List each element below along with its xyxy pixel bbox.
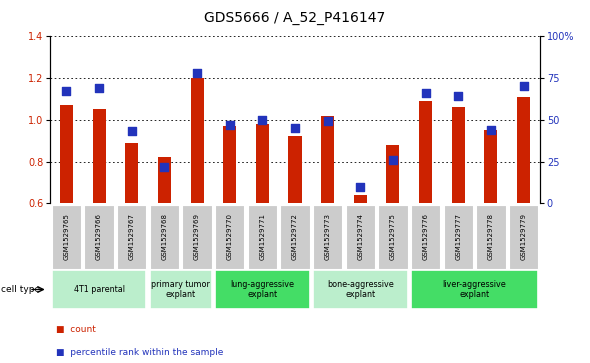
Bar — [182, 205, 212, 269]
Bar — [452, 107, 465, 203]
Text: GSM1529778: GSM1529778 — [488, 213, 494, 260]
Text: GSM1529768: GSM1529768 — [162, 213, 168, 260]
Bar — [256, 124, 269, 203]
Bar — [289, 136, 301, 203]
Point — [486, 127, 496, 133]
Point — [323, 119, 332, 125]
Text: GDS5666 / A_52_P416147: GDS5666 / A_52_P416147 — [204, 11, 386, 25]
Bar — [215, 270, 310, 309]
Bar — [313, 270, 408, 309]
Bar — [52, 205, 81, 269]
Bar — [419, 101, 432, 203]
Text: GSM1529767: GSM1529767 — [129, 213, 135, 260]
Point — [258, 117, 267, 123]
Text: GSM1529773: GSM1529773 — [324, 213, 330, 260]
Text: cell type: cell type — [1, 285, 40, 294]
Bar — [476, 205, 506, 269]
Bar — [354, 195, 367, 203]
Text: GSM1529766: GSM1529766 — [96, 213, 102, 260]
Bar — [509, 205, 538, 269]
Text: GSM1529765: GSM1529765 — [64, 213, 70, 260]
Bar — [52, 270, 146, 309]
Bar — [223, 126, 236, 203]
Point — [160, 164, 169, 170]
Bar — [117, 205, 146, 269]
Bar — [411, 270, 538, 309]
Bar — [313, 205, 342, 269]
Bar — [125, 143, 138, 203]
Bar — [150, 270, 212, 309]
Bar — [386, 145, 399, 203]
Text: GSM1529770: GSM1529770 — [227, 213, 232, 260]
Text: primary tumor
explant: primary tumor explant — [151, 280, 210, 299]
Text: GSM1529774: GSM1529774 — [358, 213, 363, 260]
Bar — [444, 205, 473, 269]
Point — [356, 184, 365, 189]
Text: ■  percentile rank within the sample: ■ percentile rank within the sample — [56, 348, 224, 358]
Text: GSM1529771: GSM1529771 — [260, 213, 266, 260]
Text: ■  count: ■ count — [56, 325, 96, 334]
Point — [454, 94, 463, 99]
Bar — [280, 205, 310, 269]
Text: GSM1529775: GSM1529775 — [390, 213, 396, 260]
Point — [225, 122, 234, 128]
Bar — [321, 115, 334, 203]
Point — [94, 85, 104, 91]
Bar — [84, 205, 114, 269]
Text: GSM1529777: GSM1529777 — [455, 213, 461, 260]
Point — [192, 70, 202, 76]
Text: GSM1529779: GSM1529779 — [520, 213, 526, 260]
Text: 4T1 parental: 4T1 parental — [74, 285, 124, 294]
Text: lung-aggressive
explant: lung-aggressive explant — [230, 280, 294, 299]
Bar — [150, 205, 179, 269]
Bar — [411, 205, 440, 269]
Point — [519, 83, 528, 89]
Text: GSM1529769: GSM1529769 — [194, 213, 200, 260]
Bar — [346, 205, 375, 269]
Bar — [248, 205, 277, 269]
Text: GSM1529772: GSM1529772 — [292, 213, 298, 260]
Bar — [378, 205, 408, 269]
Text: bone-aggressive
explant: bone-aggressive explant — [327, 280, 394, 299]
Bar — [484, 130, 497, 203]
Bar — [215, 205, 244, 269]
Bar — [93, 109, 106, 203]
Point — [388, 157, 398, 163]
Text: liver-aggressive
explant: liver-aggressive explant — [442, 280, 506, 299]
Bar — [517, 97, 530, 203]
Point — [421, 90, 430, 96]
Text: GSM1529776: GSM1529776 — [422, 213, 428, 260]
Point — [62, 89, 71, 94]
Point — [290, 125, 300, 131]
Point — [127, 129, 136, 134]
Bar — [191, 78, 204, 203]
Bar — [158, 158, 171, 203]
Bar — [60, 105, 73, 203]
